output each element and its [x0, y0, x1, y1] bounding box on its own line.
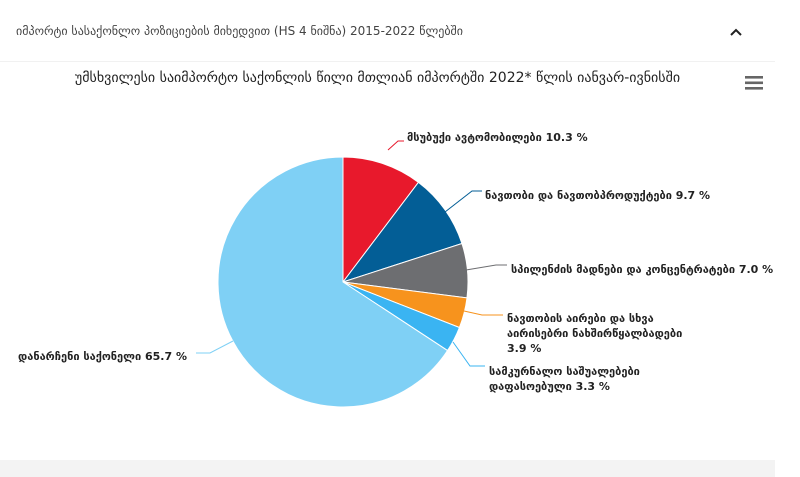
label-connector — [387, 140, 404, 151]
label-connectors — [196, 140, 507, 367]
label-connector — [444, 190, 482, 213]
data-label: ნავთობი და ნავთობპროდუქტები 9.7 % — [485, 189, 710, 202]
data-label: მსუბუქი ავტომობილები 10.3 % — [407, 131, 588, 144]
data-label: ნავთობის აირები და სხვა აირისებრი ნახშირწ… — [507, 312, 682, 355]
chevron-up-icon[interactable] — [726, 22, 746, 42]
data-label: სამკურნალო საშუალებები დაფასოებული 3.3 % — [489, 365, 640, 393]
label-connector — [452, 341, 485, 367]
pie-slice[interactable] — [342, 156, 420, 284]
data-labels: მსუბუქი ავტომობილები 10.3 % ნავთობი და ნა… — [18, 131, 773, 393]
data-label: სპილენძის მადნები და კონცენტრატები 7.0 % — [511, 263, 773, 276]
panel-footer — [0, 460, 775, 477]
label-connector — [196, 340, 234, 354]
pie-slice[interactable] — [341, 181, 463, 283]
label-connector — [463, 310, 503, 316]
label-connector — [465, 264, 507, 271]
panel-header: იმპორტი სასაქონლო პოზიციების მიხედვით (H… — [0, 0, 775, 62]
hamburger-menu-icon[interactable] — [742, 72, 766, 94]
data-label: დანარჩენი საქონელი 65.7 % — [18, 350, 187, 363]
panel-title: იმპორტი სასაქონლო პოზიციების მიხედვით (H… — [16, 24, 463, 38]
pie-slices — [217, 156, 469, 408]
chart-title: უმსხვილესი საიმპორტო საქონლის წილი მთლია… — [74, 70, 681, 86]
